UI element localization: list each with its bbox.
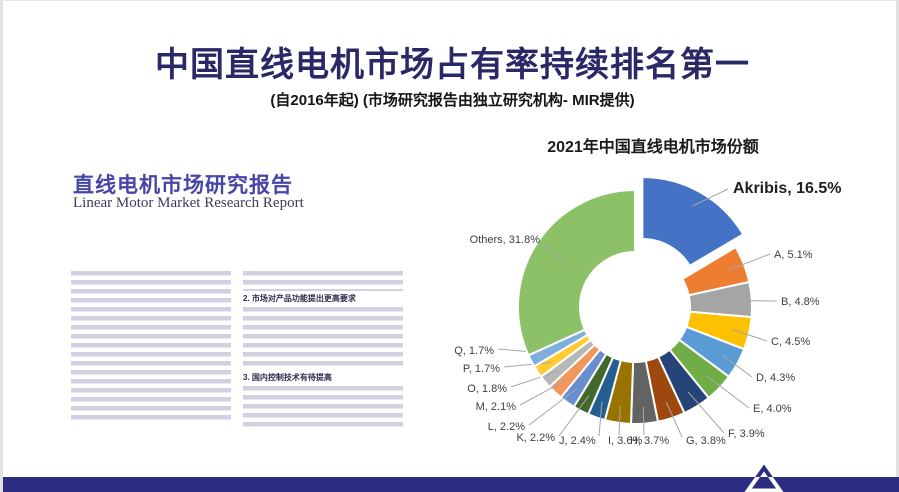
pie-label-Others: Others, 31.8% (470, 234, 541, 246)
report-page: 直线电机市场研究报告 Linear Motor Market Research … (60, 159, 442, 464)
pie-label-B: B, 4.8% (781, 296, 820, 308)
report-text-placeholder (243, 386, 403, 428)
pie-label-C: C, 4.5% (771, 336, 810, 348)
leader-line-F (687, 391, 725, 434)
chart-title: 2021年中国直线电机市场份额 (547, 139, 759, 156)
pie-label-I: I, 3.6% (608, 435, 642, 447)
report-subtitle-en: Linear Motor Market Research Report (73, 195, 304, 211)
slide-subtitle: (自2016年起) (市场研究报告由独立研究机构- MIR提供) (270, 92, 635, 109)
pie-label-Akribis: Akribis, 16.5% (733, 180, 842, 197)
slide-title: 中国直线电机市场占有率持续排名第一 (155, 46, 750, 84)
report-text-placeholder (243, 307, 403, 370)
pie-slice-Akribis (641, 175, 745, 268)
report-body-column-right: 2. 市场对产品功能提出更高要求 3. 国内控制技术有待提高 (243, 271, 403, 428)
leader-line-H (642, 406, 645, 436)
pie-label-E: E, 4.0% (753, 403, 792, 415)
leader-line-G (665, 401, 683, 438)
pie-label-L: L, 2.2% (488, 421, 526, 433)
report-body-column-left (71, 271, 231, 424)
leader-line-J (598, 401, 603, 437)
report-title: 直线电机市场研究报告 (73, 174, 293, 197)
pie-label-A: A, 5.1% (774, 249, 813, 261)
pie-slice-Others (517, 188, 636, 357)
footer-bar-rect (3, 477, 899, 492)
leader-line-D (722, 354, 753, 378)
leader-line-L (528, 388, 578, 426)
pie-label-H: H, 3.7% (630, 435, 669, 447)
pie-label-O: O, 1.8% (467, 383, 507, 395)
pie-label-M: M, 2.1% (476, 401, 517, 413)
leader-line-E (706, 375, 750, 409)
report-section-header-3: 3. 国内控制技术有待提高 (243, 373, 332, 382)
leader-line-M (519, 379, 567, 406)
leader-line-Akribis (692, 188, 729, 207)
leader-line-K (558, 395, 590, 437)
pie-label-Q: Q, 1.7% (454, 345, 494, 357)
leader-line-I (618, 405, 621, 436)
pie-label-F: F, 3.9% (728, 428, 765, 440)
leader-line-O (510, 370, 559, 388)
report-text-placeholder (71, 271, 231, 424)
footer-bar (3, 464, 899, 492)
pie-label-G: G, 3.8% (686, 435, 726, 447)
leader-line-Q (497, 348, 547, 354)
pie-label-P: P, 1.7% (463, 363, 500, 375)
pie-label-D: D, 4.3% (756, 372, 795, 384)
pie-label-J: J, 2.4% (559, 435, 596, 447)
akribis-triangle-logo (744, 464, 784, 492)
leader-line-A (727, 253, 771, 271)
pie-label-K: K, 2.2% (516, 432, 555, 444)
leader-line-C (732, 329, 768, 342)
leader-line-P (503, 361, 552, 368)
report-section-header-2: 2. 市场对产品功能提出更高要求 (243, 294, 356, 303)
report-text-placeholder (243, 271, 403, 291)
market-share-donut-chart: Akribis, 16.5% A, 5.1% B, 4.8% C, 4.5% D, 4.… (454, 175, 842, 447)
leader-line-Others (543, 244, 565, 262)
